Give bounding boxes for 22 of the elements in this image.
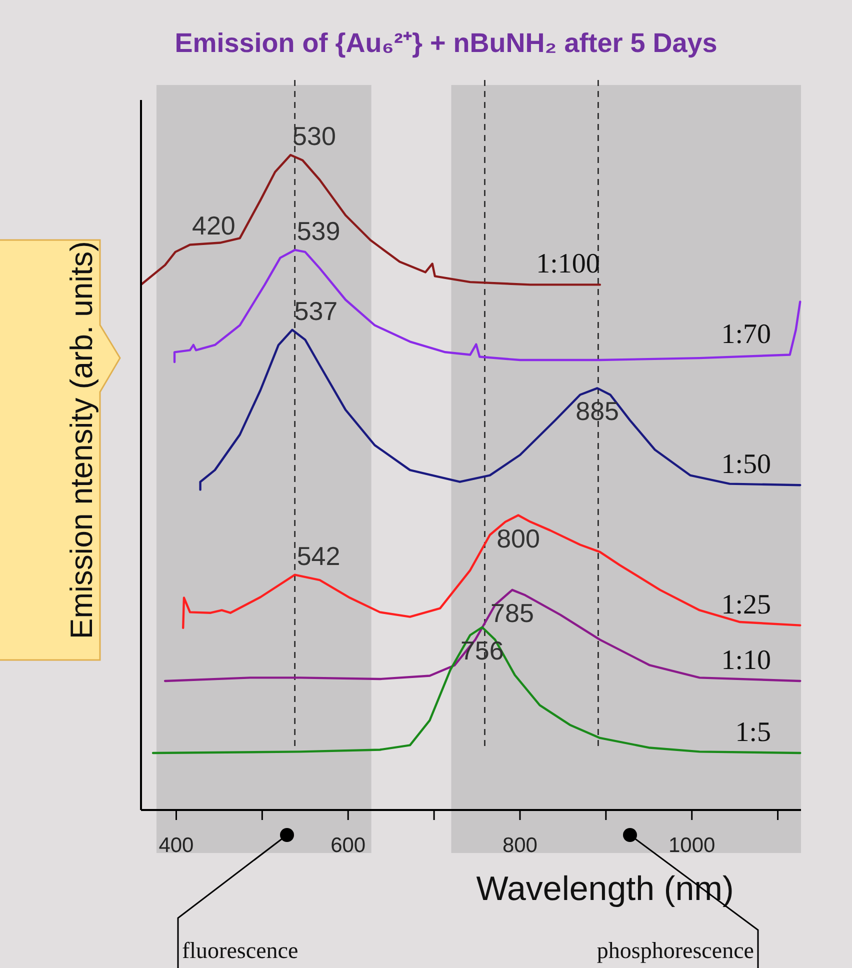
annotation: 537: [294, 296, 338, 326]
x-tick-label: 600: [330, 834, 366, 857]
series-label: 1:70: [721, 318, 771, 350]
series-label: 1:50: [721, 449, 771, 480]
x-tick-label: 400: [158, 834, 194, 857]
series-label: 1:10: [721, 644, 771, 676]
annotation: 785: [490, 598, 534, 628]
y-axis-title: Emission ntensity (arb. units): [64, 241, 99, 639]
annotation: 530: [292, 121, 336, 151]
text: phosphorescence: [596, 938, 754, 963]
annotation: 539: [296, 216, 340, 246]
series-label: 1:25: [721, 589, 771, 620]
series-label: 1:5: [735, 717, 771, 748]
x-tick-label: 800: [502, 834, 538, 857]
series-label: 1:100: [536, 248, 600, 280]
annotation: 885: [576, 396, 620, 426]
annotation: 800: [496, 523, 540, 554]
text: fluorescence: [182, 938, 298, 963]
annotation: 542: [296, 540, 340, 571]
annotation: 420: [192, 210, 236, 241]
x-tick-label: 1000: [668, 834, 716, 857]
chart-title: Emission of {Au₆²⁺} + nBuNH₂ after 5 Days: [174, 28, 718, 58]
